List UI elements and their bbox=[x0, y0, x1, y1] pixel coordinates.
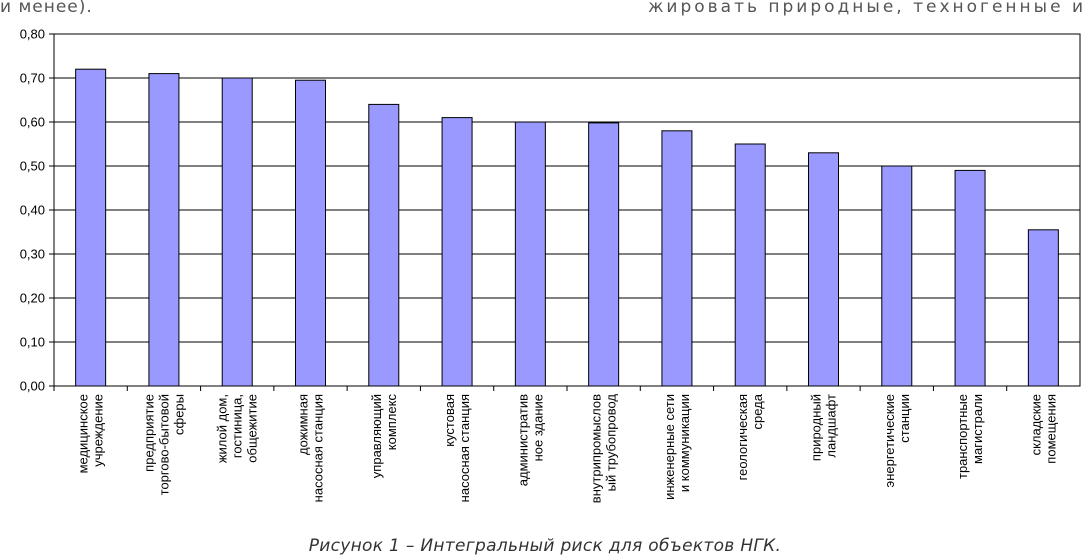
y-tick-label: 0,00 bbox=[20, 379, 45, 394]
category-label: геологическаясреда bbox=[735, 393, 765, 480]
bar bbox=[221, 77, 253, 387]
y-tick-label: 0,50 bbox=[20, 159, 45, 174]
category-label: природныйландшафт bbox=[809, 394, 839, 461]
category-label-line: инженерные сети bbox=[662, 394, 677, 500]
category-label-line: и коммуникации bbox=[677, 394, 692, 492]
category-label: управляющийкомплекс bbox=[369, 394, 399, 479]
category-label-line: складские bbox=[1028, 394, 1043, 455]
category-label-line: транспортные bbox=[955, 394, 970, 479]
y-tick-label: 0,10 bbox=[20, 335, 45, 350]
category-label-line: магистрали bbox=[970, 394, 985, 464]
bar bbox=[368, 103, 400, 387]
bar bbox=[881, 165, 913, 387]
category-label-line: кустовая bbox=[442, 394, 457, 447]
category-label-line: комплекс bbox=[384, 394, 399, 451]
category-label-line: дожимная bbox=[296, 394, 311, 455]
category-label-line: станции bbox=[897, 394, 912, 443]
category-label-line: гостиница, bbox=[230, 394, 245, 458]
category-label: медицинскоеучреждение bbox=[76, 394, 106, 473]
y-tick-label: 0,20 bbox=[20, 291, 45, 306]
category-label-line: управляющий bbox=[369, 394, 384, 478]
category-label: энергетическиестанции bbox=[882, 394, 912, 487]
category-label-line: учреждение bbox=[91, 394, 106, 467]
bar bbox=[75, 68, 107, 387]
category-label-line: административ bbox=[515, 394, 530, 486]
category-label-line: жилой дом, bbox=[215, 394, 230, 463]
category-label: складскиепомещения bbox=[1028, 394, 1058, 464]
bar-chart: 0,00 0,10 0,20 0,30 0,40 0,50 0,60 0,70 0,80 меди… bbox=[20, 27, 1081, 504]
bar bbox=[148, 73, 180, 387]
category-label-line: ное здание bbox=[530, 394, 545, 461]
category-label-line: геологическая bbox=[735, 394, 750, 480]
category-label-line: помещения bbox=[1043, 394, 1058, 464]
category-label-line: сферы bbox=[171, 394, 186, 435]
bar bbox=[441, 117, 473, 387]
y-tick-label: 0,70 bbox=[20, 71, 45, 86]
y-tick-label: 0,40 bbox=[20, 203, 45, 218]
bar bbox=[954, 169, 986, 387]
category-label-line: ый трубопровод bbox=[604, 394, 619, 492]
category-label-line: внутрипромыслов bbox=[589, 394, 604, 503]
category-label-line: предприятие bbox=[141, 394, 156, 472]
bar bbox=[514, 121, 546, 387]
category-label-line: энергетические bbox=[882, 394, 897, 487]
category-label: предприятиеторгово-бытовойсферы bbox=[141, 394, 186, 495]
bar bbox=[295, 79, 326, 387]
bar bbox=[588, 122, 620, 387]
category-label: транспортныемагистрали bbox=[955, 394, 985, 479]
category-label: внутрипромысловый трубопровод bbox=[589, 394, 619, 504]
category-label: жилой дом,гостиница,общежитие bbox=[215, 394, 260, 463]
y-tick-label: 0,60 bbox=[20, 115, 45, 130]
figure-caption: Рисунок 1 – Интегральный риск для объект… bbox=[308, 536, 782, 556]
category-label: административное здание bbox=[515, 394, 545, 486]
bar bbox=[1027, 229, 1059, 387]
category-label: дожимнаянасосная станция bbox=[296, 394, 326, 502]
category-label: кустоваянасосная станция bbox=[442, 394, 472, 502]
preceding-text-fragment: и менее). bbox=[0, 0, 93, 17]
category-label-line: насосная станция bbox=[457, 394, 472, 502]
category-label-line: насосная станция bbox=[311, 394, 326, 502]
y-tick-label: 0,80 bbox=[20, 27, 45, 42]
adjacent-column-text-fragment: жировать природные, техногенные и bbox=[648, 0, 1086, 17]
category-label-line: ландшафт bbox=[824, 394, 839, 458]
category-label: инженерные сетии коммуникации bbox=[662, 394, 692, 500]
category-label-line: медицинское bbox=[76, 394, 91, 473]
category-label-line: природный bbox=[809, 394, 824, 461]
bar bbox=[734, 143, 766, 387]
category-label-line: торгово-бытовой bbox=[156, 394, 171, 495]
y-tick-label: 0,30 bbox=[20, 247, 45, 262]
category-label-line: среда bbox=[750, 393, 765, 429]
bar bbox=[808, 152, 839, 387]
bar bbox=[661, 130, 693, 387]
category-label-line: общежитие bbox=[245, 394, 260, 463]
